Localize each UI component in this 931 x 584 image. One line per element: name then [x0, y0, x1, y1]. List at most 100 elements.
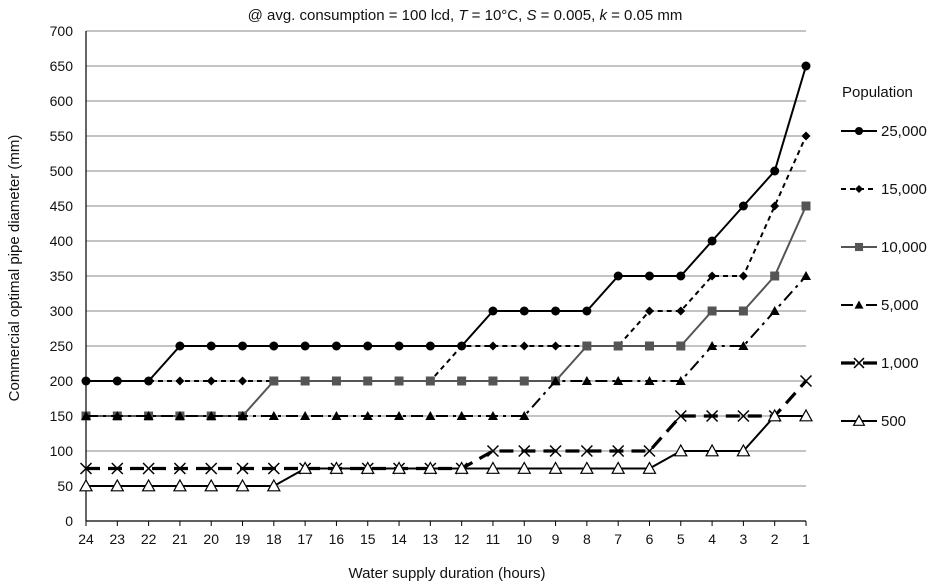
x-tick-label: 20	[203, 531, 219, 547]
series-line	[86, 65, 807, 382]
marker-open-triangle	[852, 414, 866, 426]
marker-open-triangle	[673, 443, 688, 457]
marker-diamond	[644, 306, 654, 316]
marker-x	[643, 444, 656, 458]
series-1000	[79, 374, 813, 475]
marker-diamond	[676, 306, 686, 316]
axes: 0 50 100 150 200 250 300 350 400 450 500 550 600 650 7…	[50, 23, 810, 547]
marker-open-triangle	[548, 461, 563, 474]
marker-square	[676, 341, 686, 351]
title-segment: S	[526, 7, 536, 24]
marker-triangle	[738, 341, 749, 350]
series-line	[86, 379, 808, 471]
marker-triangle	[550, 376, 561, 385]
series-line	[86, 415, 806, 487]
marker-x	[549, 444, 562, 458]
marker-circle	[770, 166, 780, 176]
marker-x	[518, 444, 531, 458]
marker-triangle	[854, 300, 864, 309]
y-tick-label: 50	[57, 478, 73, 494]
title-segment: = 0.05 mm	[607, 7, 682, 24]
y-tick-label: 150	[50, 408, 74, 424]
marker-circle	[854, 126, 864, 136]
marker-triangle	[644, 376, 655, 385]
x-tick-label: 15	[360, 531, 376, 547]
y-tick-label: 100	[50, 443, 74, 459]
x-tick-label: 2	[771, 531, 779, 547]
marker-circle	[238, 341, 248, 351]
marker-circle	[613, 271, 623, 281]
marker-x	[79, 462, 93, 475]
marker-square	[457, 376, 467, 386]
marker-circle	[206, 341, 216, 351]
marker-triangle	[112, 411, 123, 420]
marker-x	[612, 444, 625, 458]
marker-square	[707, 306, 717, 316]
marker-triangle	[707, 341, 718, 350]
marker-open-triangle	[579, 461, 594, 474]
marker-square	[582, 341, 592, 351]
marker-open-triangle	[392, 461, 407, 474]
marker-triangle	[425, 411, 436, 420]
marker-square	[488, 376, 498, 386]
marker-open-triangle	[172, 478, 187, 492]
title-segment: = 0.005,	[536, 7, 599, 24]
marker-diamond	[854, 184, 864, 194]
marker-open-triangle	[611, 461, 626, 474]
marker-diamond	[206, 376, 216, 386]
marker-circle	[551, 306, 561, 316]
marker-x	[674, 409, 687, 423]
marker-diamond	[144, 376, 154, 386]
marker-x	[706, 409, 719, 423]
marker-square	[269, 376, 279, 386]
marker-diamond	[457, 341, 467, 351]
marker-square	[331, 376, 341, 386]
marker-square	[644, 341, 654, 351]
marker-diamond	[112, 376, 122, 386]
title-segment: @ avg. consumption = 100 lcd,	[248, 7, 459, 24]
x-tick-label: 9	[552, 531, 560, 547]
x-tick-label: 17	[297, 531, 313, 547]
marker-triangle	[300, 411, 311, 420]
x-tick-label: 5	[677, 531, 685, 547]
marker-circle	[331, 341, 341, 351]
marker-triangle	[81, 411, 91, 420]
marker-open-triangle	[298, 461, 313, 474]
x-tick-label: 3	[739, 531, 747, 547]
marker-diamond	[738, 271, 748, 281]
marker-circle	[519, 306, 529, 316]
marker-open-triangle	[423, 461, 438, 474]
legend-entry: 5,000	[841, 297, 919, 314]
marker-x	[267, 462, 280, 475]
marker-open-triangle	[705, 443, 720, 457]
title-segment: k	[599, 7, 608, 24]
marker-open-triangle	[204, 478, 219, 492]
marker-x	[205, 462, 218, 475]
y-tick-label: 550	[50, 128, 74, 144]
legend-entry: 15,000	[841, 181, 927, 198]
marker-open-triangle	[642, 461, 657, 474]
y-tick-label: 350	[50, 268, 74, 284]
marker-triangle	[394, 411, 405, 420]
x-tick-label: 8	[583, 531, 591, 547]
marker-square	[770, 271, 780, 281]
marker-triangle	[581, 376, 592, 385]
marker-circle	[801, 61, 811, 71]
marker-square	[300, 376, 310, 386]
x-tick-label: 10	[516, 531, 532, 547]
marker-diamond	[707, 271, 717, 281]
marker-open-triangle	[798, 408, 814, 422]
y-tick-label: 600	[50, 93, 74, 109]
marker-circle	[707, 236, 717, 246]
marker-circle	[488, 306, 498, 316]
x-tick-label: 23	[110, 531, 126, 547]
y-tick-label: 0	[65, 513, 73, 529]
marker-circle	[738, 201, 748, 211]
marker-circle	[269, 341, 279, 351]
marker-triangle	[769, 306, 780, 315]
series-line	[86, 135, 807, 382]
x-tick-label: 11	[486, 531, 501, 547]
marker-triangle	[174, 411, 185, 420]
x-tick-label: 22	[141, 531, 157, 547]
